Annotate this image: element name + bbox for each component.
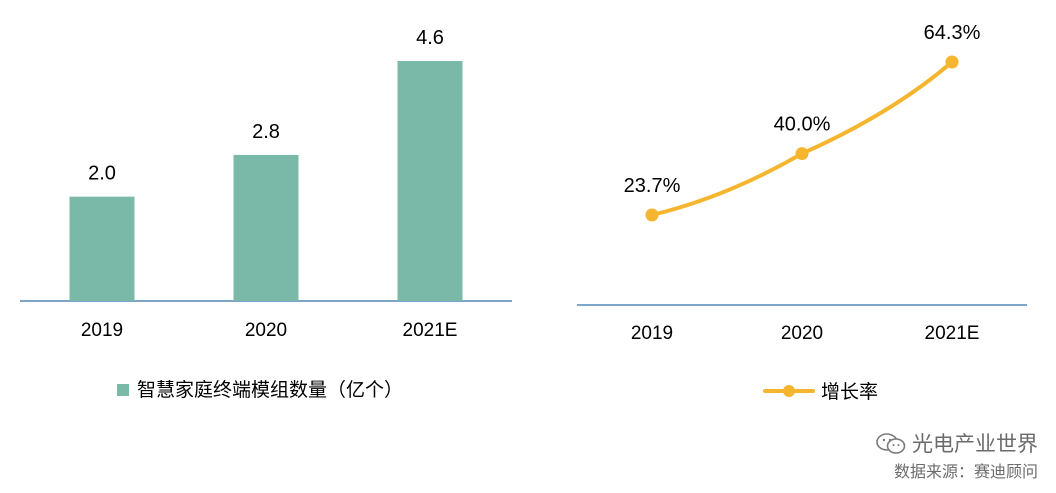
line-x-tick-label: 2021E xyxy=(925,323,980,344)
line-x-tick-label: 2020 xyxy=(781,323,823,344)
line-point-2020 xyxy=(795,147,809,161)
data-source: 数据来源：赛迪顾问 xyxy=(893,462,1038,481)
line-data-label: 23.7% xyxy=(624,175,681,197)
line-point-2021E xyxy=(945,55,959,69)
bar-x-tick-label: 2019 xyxy=(81,320,123,341)
line-point-2019 xyxy=(645,208,659,222)
bar-data-label: 2.8 xyxy=(252,121,280,143)
brand: 光电产业世界 xyxy=(876,430,1038,458)
line-data-label: 64.3% xyxy=(924,22,981,44)
bar-x-tick-label: 2020 xyxy=(245,320,287,341)
bar-2020 xyxy=(233,154,299,301)
line-legend-marker xyxy=(783,385,795,397)
bar-data-label: 4.6 xyxy=(416,27,444,49)
bar-chart: 2.0 2019 2.8 2020 4.6 2021E 智慧家庭终端模组数量（亿个） xyxy=(20,27,512,401)
bar-data-label: 2.0 xyxy=(88,163,116,185)
bar-legend-swatch xyxy=(117,384,129,396)
line-chart: 23.7% 2019 40.0% 2020 64.3% 2021E 增长率 xyxy=(577,22,1027,403)
bar-2019 xyxy=(69,196,135,301)
wechat-icon xyxy=(876,433,906,454)
line-legend-label: 增长率 xyxy=(821,381,878,403)
bar-legend-label: 智慧家庭终端模组数量（亿个） xyxy=(137,379,403,401)
line-data-label: 40.0% xyxy=(774,114,831,136)
bar-2021E xyxy=(397,61,463,301)
footer: 光电产业世界 数据来源：赛迪顾问 xyxy=(876,430,1038,484)
bar-x-tick-label: 2021E xyxy=(403,320,458,341)
line-x-tick-label: 2019 xyxy=(631,323,673,344)
growth-line xyxy=(650,60,954,217)
brand-name: 光电产业世界 xyxy=(912,432,1038,456)
